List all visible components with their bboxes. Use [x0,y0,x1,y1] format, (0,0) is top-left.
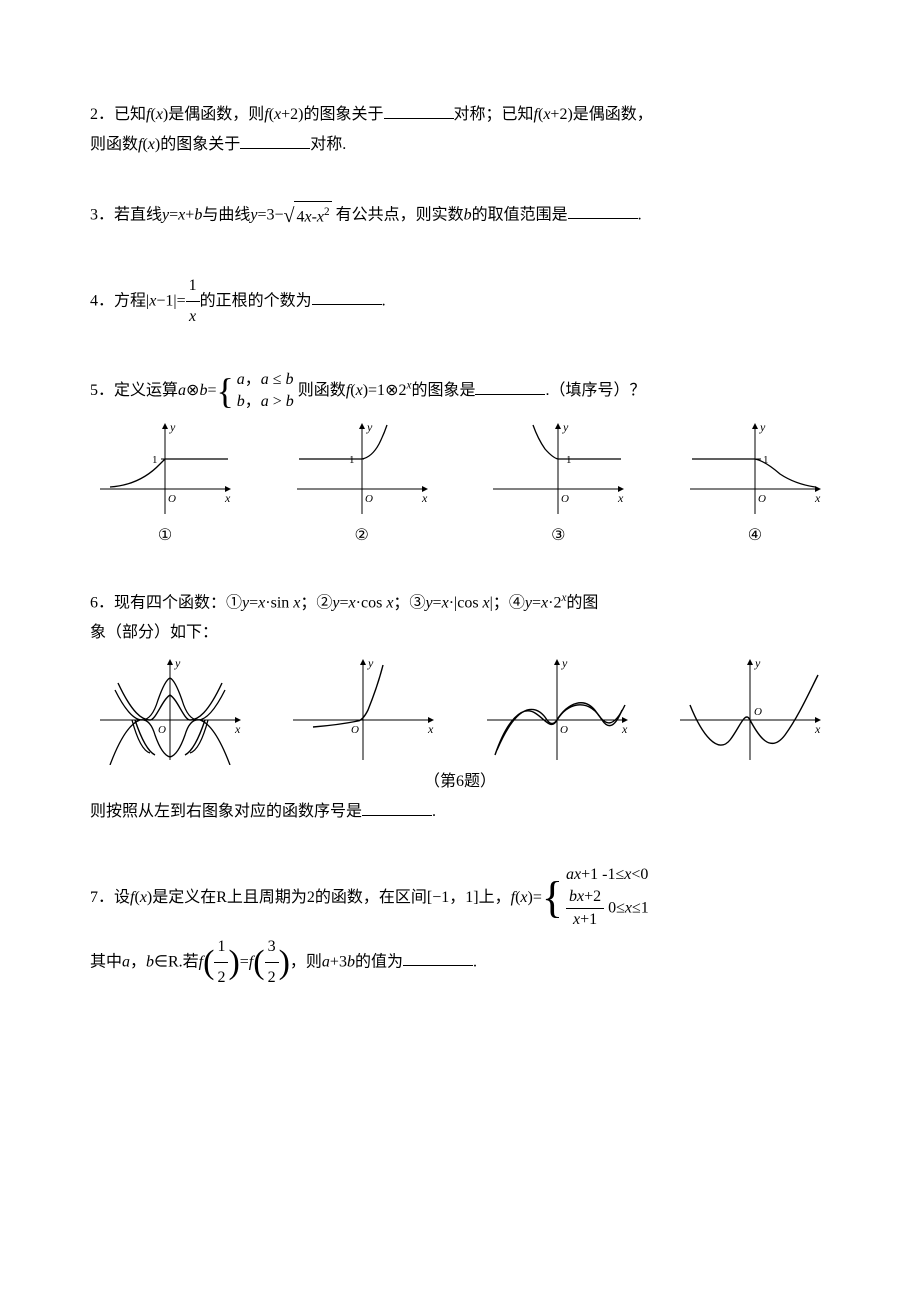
q6-chart-1: y x O [90,655,250,765]
svg-text:y: y [759,420,766,434]
question-7: 7．设f(x)是定义在R上且周期为2的函数，在区间[−1，1]上，f(x)={a… [90,864,830,994]
q5-chart-2: y x O 1 [287,419,437,519]
q5-option-2: ② [287,521,437,551]
q7-num: 7． [90,888,114,905]
svg-text:O: O [754,706,762,718]
q5-chart-1: y x O 1 [90,419,240,519]
q6-prompt: 则按照从左到右图象对应的函数序号是. [90,797,830,827]
q5-blank [475,378,545,395]
question-2: 2．已知f(x)是偶函数，则f(x+2)的图象关于对称；已知f(x+2)是偶函数… [90,100,830,161]
q6-chart-2: y x O [283,655,443,765]
svg-text:1: 1 [566,454,572,466]
svg-text:x: x [234,722,241,736]
svg-text:y: y [367,656,374,670]
question-6: 6．现有四个函数：①y=x·sin x；②y=x·cos x；③y=x·|cos… [90,588,830,828]
q6-charts: y x O y x O [90,655,830,765]
svg-text:y: y [366,420,373,434]
q7-frac-2: (32) [253,932,290,994]
svg-text:x: x [621,722,628,736]
q2-blank-2 [240,132,310,149]
svg-text:x: x [814,491,821,505]
q6-blank [362,799,432,816]
q5-piecewise: {a，a ≤ bb，a > b [216,369,293,414]
q5-charts: y x O 1 y x O 1 [90,419,830,519]
svg-text:x: x [427,722,434,736]
sqrt-expr: √4x-x2 [283,197,331,235]
svg-text:O: O [758,493,766,505]
svg-text:1: 1 [152,454,158,466]
q4-num: 4． [90,292,114,309]
q5-option-3: ③ [483,521,633,551]
svg-text:O: O [365,493,373,505]
q6-chart-3: y x O [477,655,637,765]
q4-blank [312,288,382,305]
q5-chart-3: y x O 1 [483,419,633,519]
svg-text:O: O [168,493,176,505]
svg-text:O: O [351,724,359,736]
q3-num: 3． [90,206,114,223]
q7-blank [403,949,473,966]
q7-frac-1: (12) [203,932,240,994]
svg-text:x: x [421,491,428,505]
svg-text:y: y [562,420,569,434]
svg-text:x: x [617,491,624,505]
q6-num: 6． [90,594,114,611]
q4-fraction: 1x [186,271,200,333]
q2-num: 2． [90,106,114,123]
question-4: 4．方程|x−1|=1x的正根的个数为. [90,271,830,333]
question-3: 3．若直线y=x+b与曲线y=3−√4x-x2 有公共点，则实数b的取值范围是. [90,197,830,235]
q5-option-1: ① [90,521,240,551]
svg-text:O: O [560,724,568,736]
svg-text:y: y [561,656,568,670]
q7-piecewise: {ax+1 -1≤x<0 bx+2x+1 0≤x≤1 [542,864,649,932]
question-5: 5．定义运算a⊗b={a，a ≤ bb，a > b 则函数f(x)=1⊗2x的图… [90,369,830,552]
q5-options-row: ① ② ③ ④ [90,521,830,551]
svg-text:y: y [174,656,181,670]
q6-caption: （第6题） [90,767,830,797]
svg-text:x: x [224,491,231,505]
svg-text:1: 1 [349,454,355,466]
q5-chart-4: y x O 1 [680,419,830,519]
q6-chart-4: y x O [670,655,830,765]
q3-blank [568,202,638,219]
svg-text:y: y [754,656,761,670]
q2-blank-1 [384,102,454,119]
q5-option-4: ④ [680,521,830,551]
svg-text:x: x [814,722,821,736]
svg-text:O: O [561,493,569,505]
svg-text:y: y [169,420,176,434]
q5-num: 5． [90,382,114,399]
